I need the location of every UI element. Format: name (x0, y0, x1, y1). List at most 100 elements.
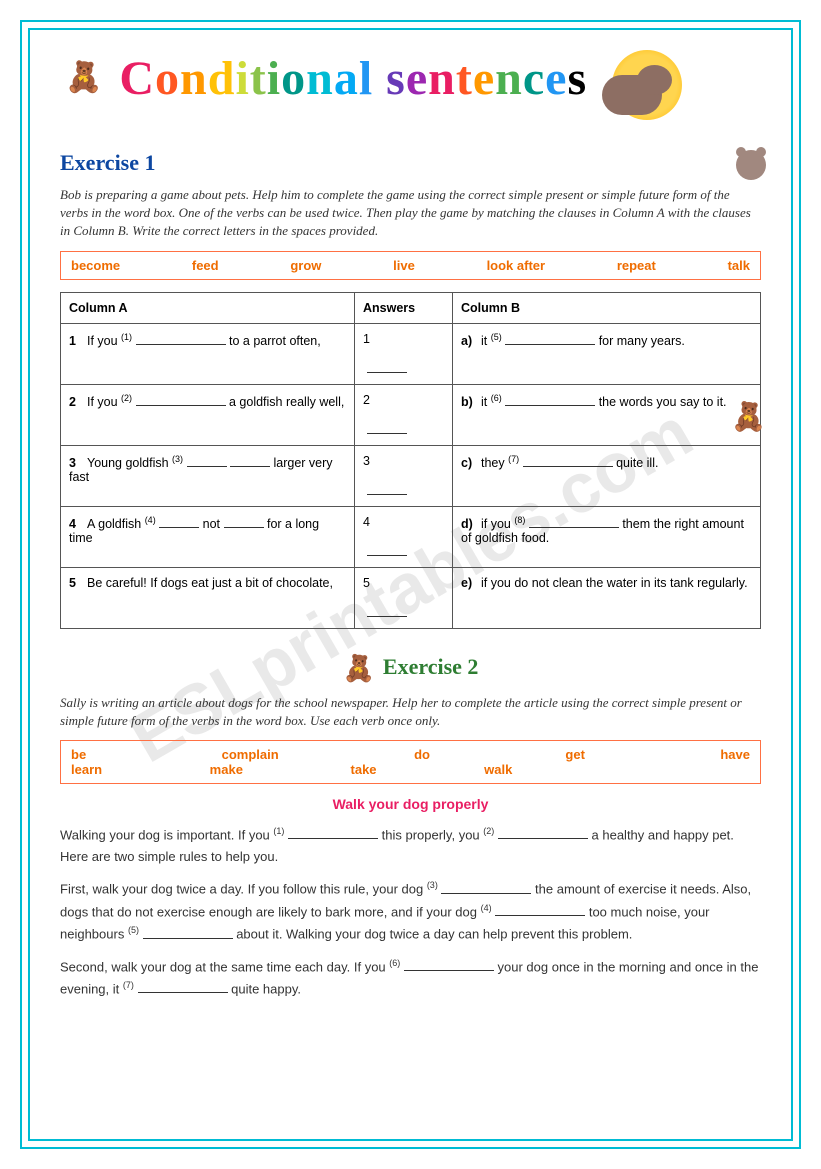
article-text: First, walk your dog twice a day. If you… (60, 882, 427, 897)
wordbox-item: live (393, 258, 415, 273)
wordbox-item: learn (71, 762, 102, 777)
fill-blank[interactable] (498, 826, 588, 839)
wordbox-item: feed (192, 258, 219, 273)
answer-number: 2 (363, 393, 370, 407)
table-row: 5Be careful! If dogs eat just a bit of c… (61, 567, 761, 628)
wordbox-item: make (210, 762, 243, 777)
superscript: (1) (121, 332, 132, 342)
row-letter: d) (461, 517, 481, 531)
row-letter: c) (461, 456, 481, 470)
superscript: (4) (145, 515, 156, 525)
exercise2-wordbox: be complain do get have learn make take … (60, 740, 761, 784)
article-title: Walk your dog properly (60, 796, 761, 812)
table-header: Answers (355, 292, 453, 323)
article-paragraph: Walking your dog is important. If you (1… (60, 824, 761, 869)
fill-blank[interactable] (136, 393, 226, 406)
fill-blank[interactable] (404, 958, 494, 971)
table-row: 2If you (2) a goldfish really well, 2 b)… (61, 384, 761, 445)
superscript: (1) (273, 826, 284, 836)
exercise1-wordbox: become feed grow live look after repeat … (60, 251, 761, 280)
bear-icon (736, 150, 766, 188)
superscript: (2) (121, 393, 132, 403)
exercise2-instructions: Sally is writing an article about dogs f… (60, 694, 761, 730)
wordbox-item: be (71, 747, 86, 762)
article-text: Second, walk your dog at the same time e… (60, 959, 389, 974)
clause-text: if you do not clean the water in its tan… (481, 576, 748, 590)
answer-blank[interactable] (367, 543, 407, 556)
superscript: (7) (123, 980, 134, 990)
clause-text: if you (481, 517, 514, 531)
table-header: Column A (61, 292, 355, 323)
table-header: Column B (453, 292, 761, 323)
fill-blank[interactable] (505, 393, 595, 406)
answer-number: 5 (363, 576, 370, 590)
bear-illustration (592, 50, 702, 130)
article-text: Walking your dog is important. If you (60, 827, 273, 842)
bear-icon: 🧸 (343, 654, 375, 684)
fill-blank[interactable] (441, 881, 531, 894)
row-number: 5 (69, 576, 87, 590)
answer-number: 3 (363, 454, 370, 468)
wordbox-item: repeat (617, 258, 656, 273)
row-letter: e) (461, 576, 481, 590)
superscript: (5) (128, 925, 139, 935)
fill-blank[interactable] (187, 454, 227, 467)
fill-blank[interactable] (159, 515, 199, 528)
wordbox-item: walk (484, 762, 512, 777)
clause-text: a goldfish really well, (226, 395, 345, 409)
exercise2-heading-text: Exercise 2 (383, 654, 479, 679)
fill-blank[interactable] (523, 454, 613, 467)
wordbox-item: do (414, 747, 430, 762)
exercise1-instructions: Bob is preparing a game about pets. Help… (60, 186, 761, 241)
superscript: (7) (508, 454, 519, 464)
table-row: 1If you (1) to a parrot often, 1 a)it (5… (61, 323, 761, 384)
wordbox-item: become (71, 258, 120, 273)
content-area: 🧸 🧸 Conditional sentences Exercise 1 Bob… (60, 50, 761, 1001)
row-number: 3 (69, 456, 87, 470)
fill-blank[interactable] (143, 926, 233, 939)
exercise2-heading: 🧸 Exercise 2 (60, 654, 761, 684)
clause-text: the words you say to it. (595, 395, 726, 409)
wordbox-item: have (720, 747, 750, 762)
clause-text: If you (87, 395, 121, 409)
fill-blank[interactable] (136, 332, 226, 345)
answer-blank[interactable] (367, 604, 407, 617)
wordbox-item: take (351, 762, 377, 777)
superscript: (8) (514, 515, 525, 525)
clause-text: Young goldfish (87, 456, 172, 470)
row-number: 1 (69, 334, 87, 348)
answer-number: 1 (363, 332, 370, 346)
fill-blank[interactable] (505, 332, 595, 345)
fill-blank[interactable] (230, 454, 270, 467)
clause-text: it (481, 334, 491, 348)
table-row: 4A goldfish (4) not for a long time 4 d)… (61, 506, 761, 567)
article-paragraph: First, walk your dog twice a day. If you… (60, 878, 761, 945)
superscript: (3) (172, 454, 183, 464)
bear-icon: 🧸 (731, 400, 766, 433)
article-text: this properly, you (378, 827, 483, 842)
wordbox-item: complain (222, 747, 279, 762)
wordbox-item: grow (290, 258, 321, 273)
fill-blank[interactable] (224, 515, 264, 528)
answer-number: 4 (363, 515, 370, 529)
superscript: (6) (389, 958, 400, 968)
clause-text: If you (87, 334, 121, 348)
clause-text: A goldfish (87, 517, 145, 531)
wordbox-item: look after (487, 258, 546, 273)
fill-blank[interactable] (138, 980, 228, 993)
inner-frame: ESLprintables.com 🧸 🧸 Conditional senten… (28, 28, 793, 1141)
answer-blank[interactable] (367, 360, 407, 373)
row-letter: b) (461, 395, 481, 409)
answer-blank[interactable] (367, 482, 407, 495)
fill-blank[interactable] (529, 515, 619, 528)
fill-blank[interactable] (288, 826, 378, 839)
clause-text: it (481, 395, 491, 409)
fill-blank[interactable] (495, 903, 585, 916)
page-title: Conditional sentences (119, 51, 587, 106)
clause-text: quite ill. (613, 456, 659, 470)
row-letter: a) (461, 334, 481, 348)
article-text: about it. Walking your dog twice a day c… (233, 927, 633, 942)
answer-blank[interactable] (367, 421, 407, 434)
exercise1-heading: Exercise 1 (60, 150, 761, 176)
superscript: (5) (491, 332, 502, 342)
